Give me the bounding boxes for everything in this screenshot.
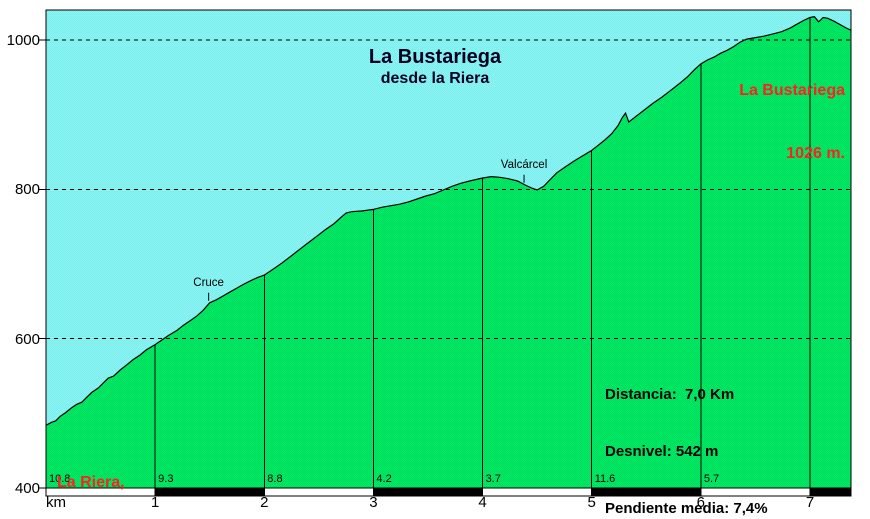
x-axis-unit-label: km xyxy=(46,494,66,511)
chart-title: La Bustariega xyxy=(368,46,502,68)
x-axis-label-5: 5 xyxy=(587,494,596,511)
elevation-area xyxy=(46,16,851,488)
gradient-label-km0: 10.8 xyxy=(49,473,71,485)
y-axis-label-800: 800 xyxy=(14,181,40,199)
km-bar-segment-2 xyxy=(263,487,374,497)
x-axis-label-4: 4 xyxy=(478,494,487,511)
gradient-label-km6: 5.7 xyxy=(703,473,720,485)
elevation-profile-line xyxy=(45,16,852,426)
summit-point-label: La Bustariega 1026 m. xyxy=(739,38,845,206)
y-axis-label-1000: 1000 xyxy=(6,31,40,49)
gradient-label-km2: 8.8 xyxy=(267,473,283,485)
summit-point-elevation: 1026 m. xyxy=(786,145,845,162)
gradient-label-km4: 3.7 xyxy=(485,473,501,485)
x-axis-label-1: 1 xyxy=(150,494,160,511)
x-axis-label-2: 2 xyxy=(260,494,269,511)
gradient-label-km1: 9.3 xyxy=(158,473,174,485)
waypoint-label-cruce: Cruce xyxy=(193,276,224,289)
x-axis-label-3: 3 xyxy=(369,494,378,511)
waypoint-label-valcarcel: Valcárcel xyxy=(500,158,548,171)
chart-subtitle: desde la Riera xyxy=(380,70,490,87)
x-axis-label-6: 6 xyxy=(696,494,706,511)
km-bar-segment-3 xyxy=(372,487,484,497)
stat-avg-gradient: Pendiente media: 7,4% xyxy=(605,500,768,517)
gradient-label-km5: 11.6 xyxy=(594,473,616,485)
stat-distance: Distancia: 7,0 Km xyxy=(605,386,735,403)
stats-block: Distancia: 7,0 Km Desnivel: 542 m Pendie… xyxy=(605,347,791,519)
km-bar-segment-4 xyxy=(482,487,593,497)
plot-border xyxy=(45,9,852,497)
x-axis-label-7: 7 xyxy=(805,494,815,511)
y-axis-label-600: 600 xyxy=(14,330,40,348)
stat-elevation-gain: Desnivel: 542 m xyxy=(605,443,719,460)
gradient-label-km3: 4.2 xyxy=(376,473,392,485)
y-axis-label-400: 400 xyxy=(14,480,40,497)
start-point-label: La Riera, 484 m. xyxy=(57,430,125,519)
start-point-name: La Riera, xyxy=(57,474,125,491)
km-bar-segment-1 xyxy=(154,487,265,497)
summit-point-name: La Bustariega xyxy=(739,82,845,99)
